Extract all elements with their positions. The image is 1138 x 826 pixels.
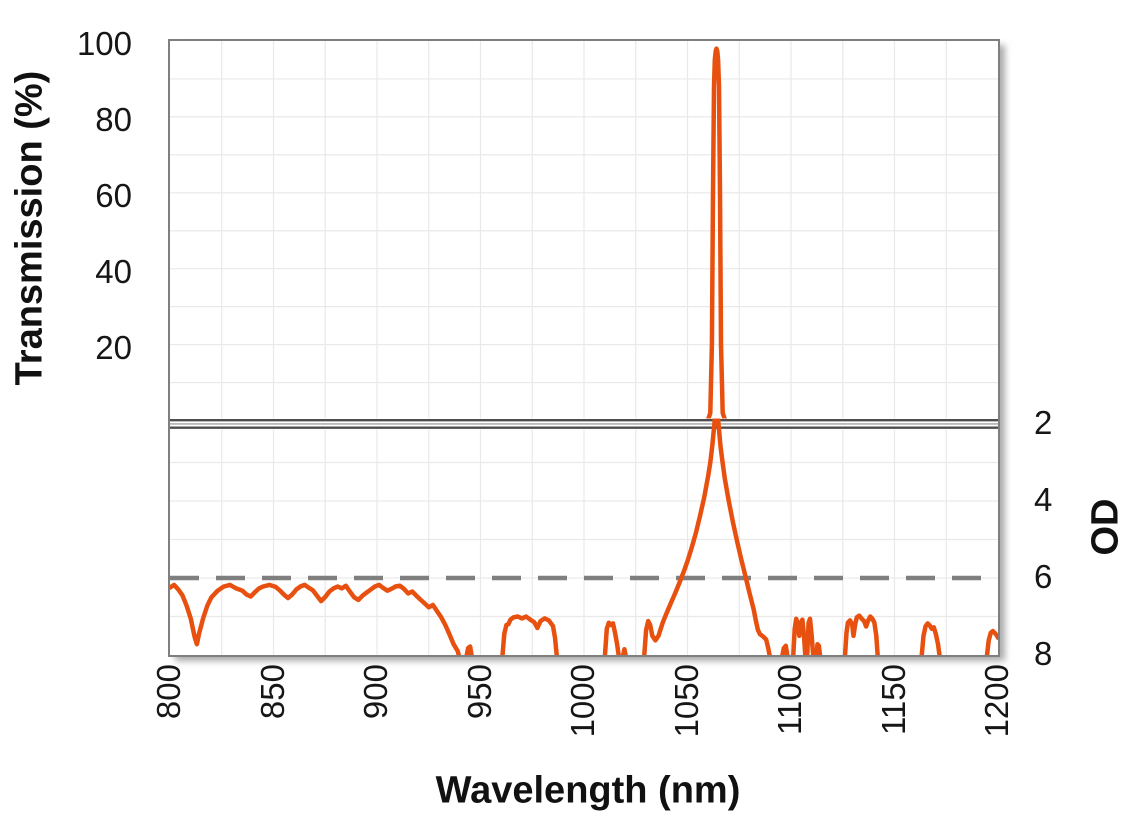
wavelength-tick-label: 800 <box>150 664 187 720</box>
od-tick-label: 4 <box>1034 481 1053 518</box>
transmission-peak-curve <box>706 46 727 419</box>
grid-horizontal-transmission <box>170 78 998 384</box>
wavelength-tick-label: 900 <box>357 664 394 720</box>
axis-break <box>168 418 1000 430</box>
od-blocking-segment <box>919 621 942 655</box>
wavelength-tick-label: 950 <box>460 664 498 720</box>
od-tick-label: 8 <box>1034 635 1053 672</box>
od-blocking-segment <box>170 582 462 655</box>
transmission-tick-label: 100 <box>76 25 132 62</box>
wavelength-tick-label: 1150 <box>874 664 912 735</box>
transmission-tick-label: 60 <box>95 176 132 214</box>
od-blocking-segment <box>984 628 998 655</box>
od-blocking-segment <box>780 643 790 655</box>
transmission-tick-label: 40 <box>95 252 132 290</box>
wavelength-tick-label: 1050 <box>667 664 705 738</box>
x-axis-title: Wavelength (nm) <box>435 769 741 812</box>
od-blocking-curve <box>170 418 998 655</box>
wavelength-tick-label: 1200 <box>978 664 1015 738</box>
od-axis-title: OD <box>1084 498 1127 556</box>
wavelength-tick-label: 850 <box>253 664 291 720</box>
od-blocking-segment <box>500 614 559 655</box>
od-blocking-segment <box>464 644 474 655</box>
od-blocking-segment <box>791 616 808 655</box>
od-blocking-segment <box>620 646 628 655</box>
transmission-tick-label: 80 <box>95 100 132 138</box>
od-blocking-segment <box>805 616 816 655</box>
od-blocking-segment <box>602 620 621 655</box>
od-tick-label: 2 <box>1034 404 1053 441</box>
od-blocking-segment <box>842 613 880 655</box>
od-blocking-segment <box>813 641 823 655</box>
transmission-tick-label: 20 <box>95 328 132 366</box>
wavelength-tick-label: 1000 <box>564 664 601 738</box>
wavelength-tick-label: 1100 <box>771 664 808 735</box>
transmission-peak-segment <box>706 46 727 419</box>
od-blocking-segment <box>642 418 772 655</box>
plot-frame <box>168 39 1000 657</box>
od-tick-label: 6 <box>1034 558 1053 595</box>
